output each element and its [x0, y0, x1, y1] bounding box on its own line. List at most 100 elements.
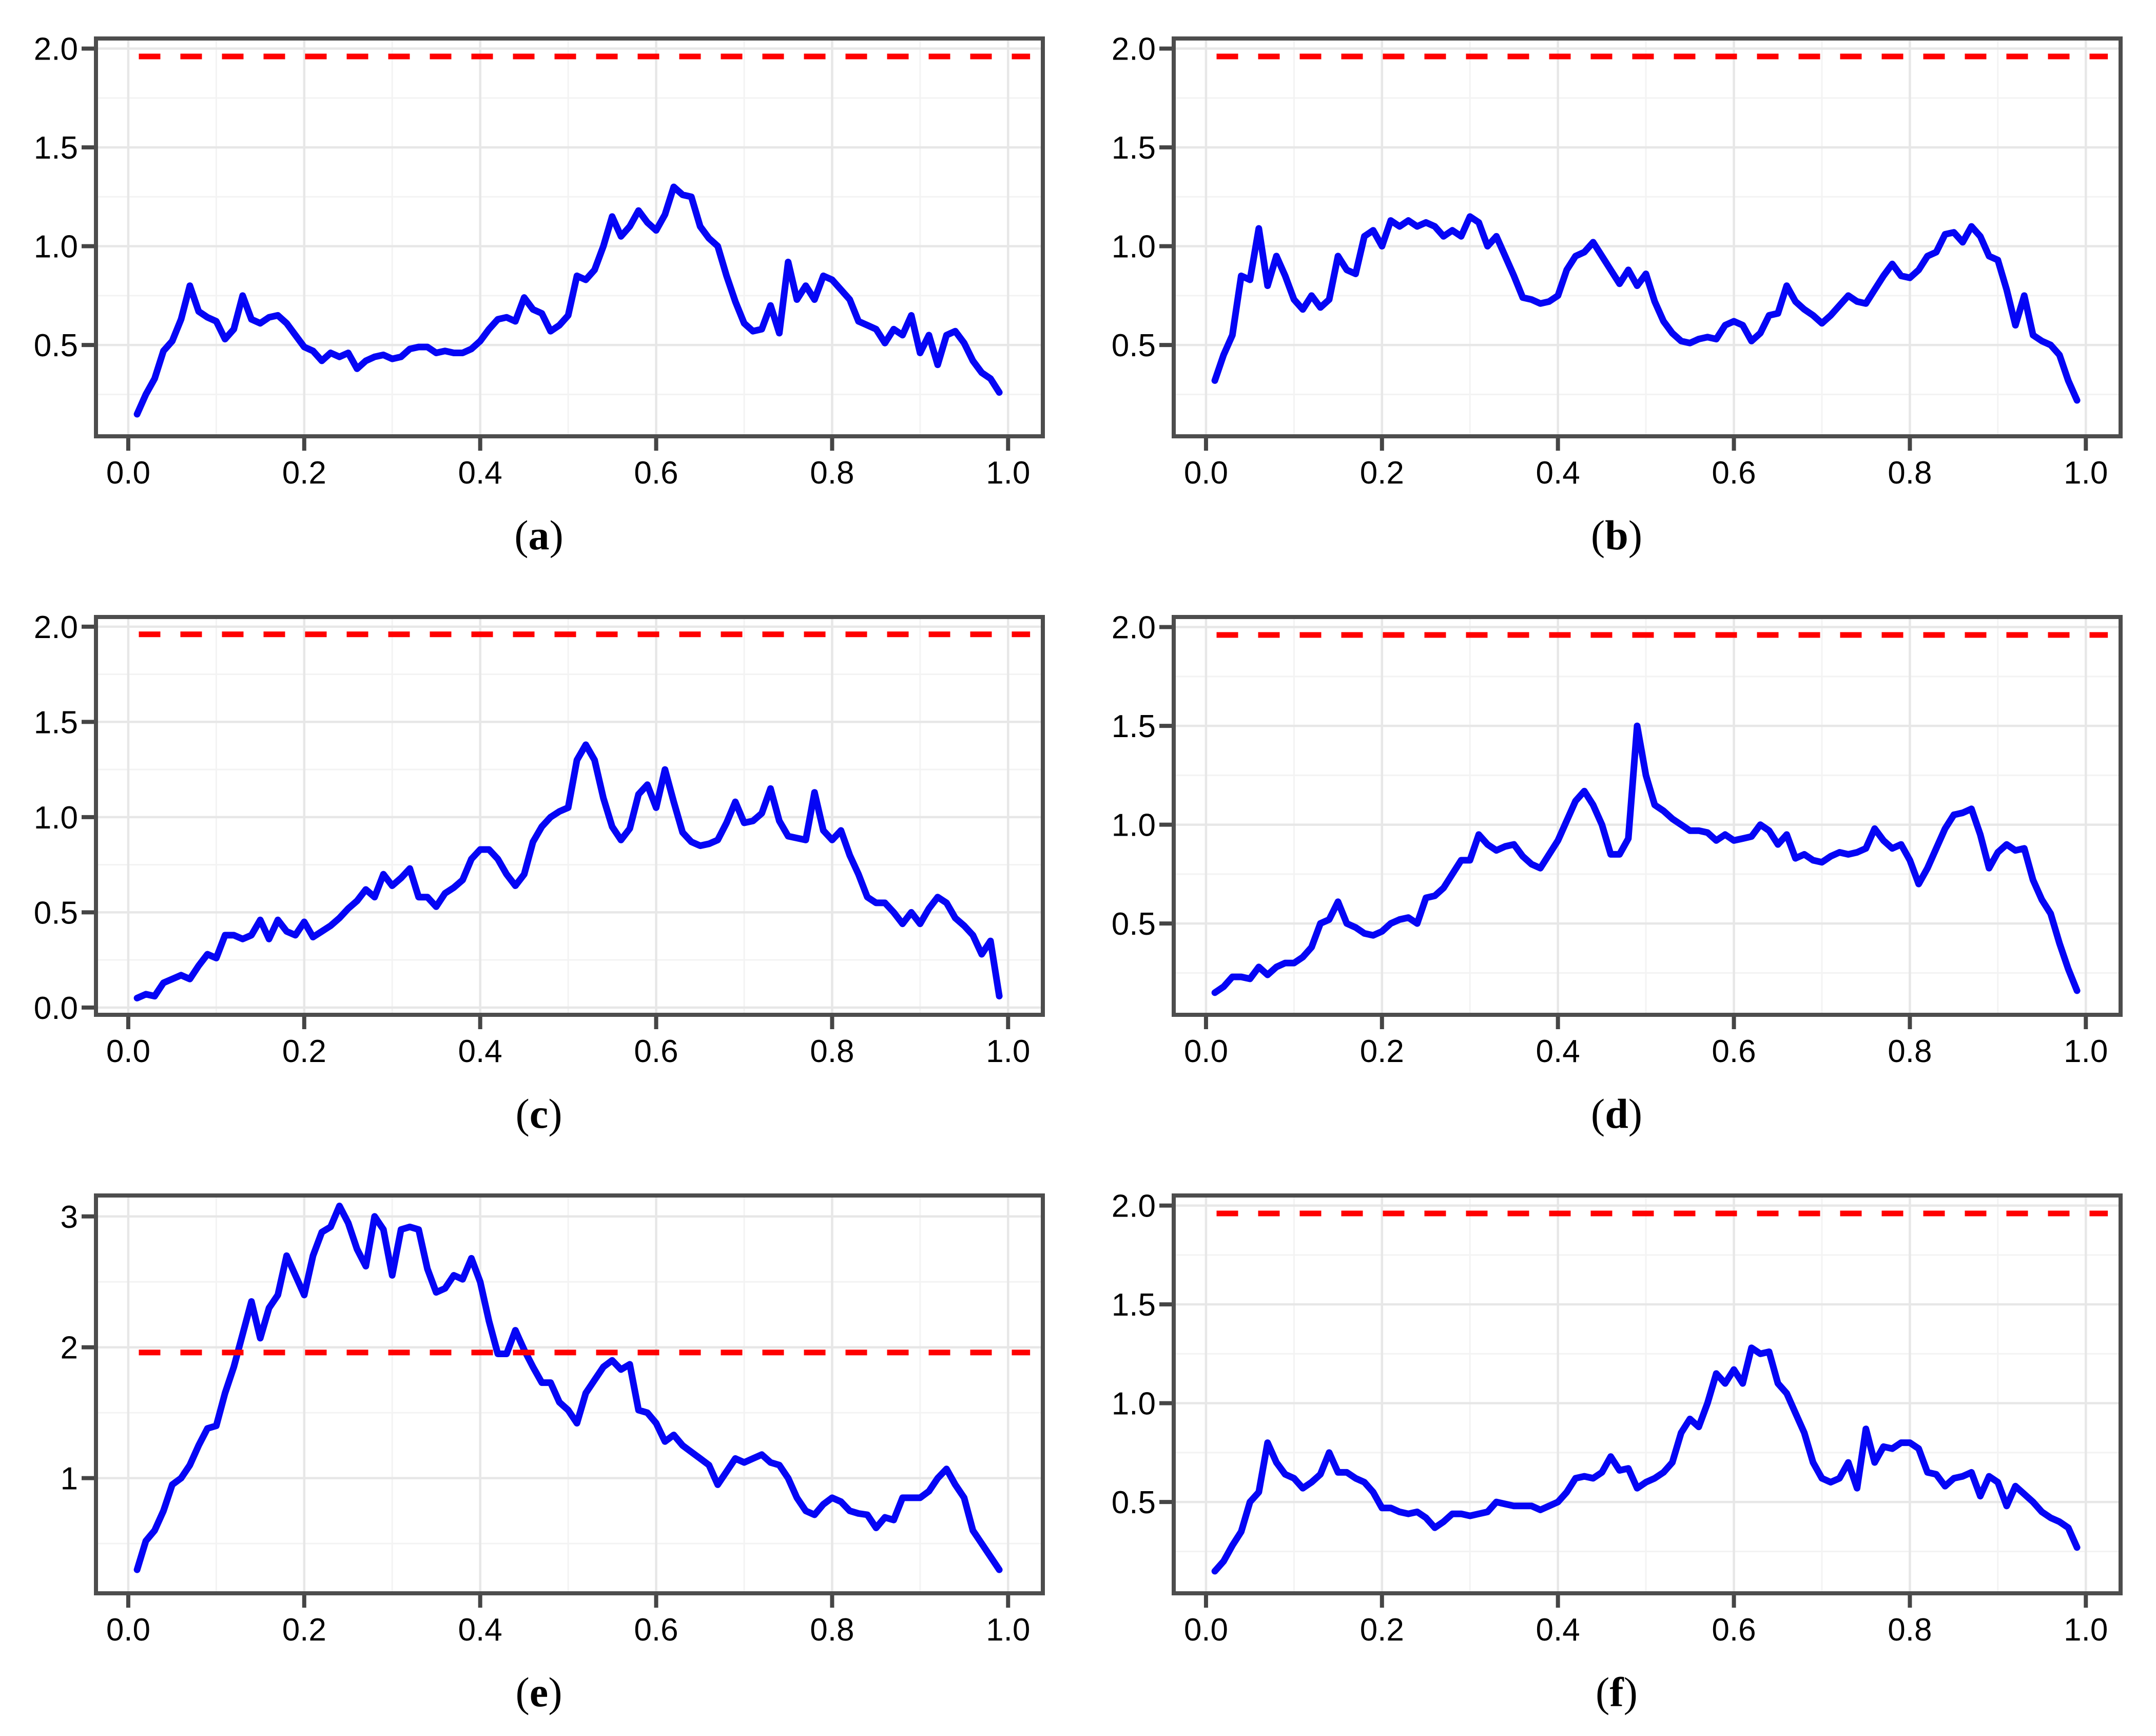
axis-ticks: [1159, 46, 2088, 451]
x-tick-label: 0.8: [810, 455, 854, 491]
x-axis-labels: 0.0 0.2 0.4 0.6 0.8 1.0: [106, 455, 1031, 491]
gridlines-minor: [96, 617, 1043, 1015]
axis-ticks: [1159, 1203, 2088, 1608]
y-axis-labels: 0.5 1.0 1.5 2.0: [1112, 32, 1156, 363]
axis-ticks: [82, 624, 1011, 1029]
plot-border: [94, 36, 1045, 438]
x-tick-label: 0.4: [1536, 1034, 1580, 1069]
x-tick-label: 0.2: [282, 1034, 326, 1069]
caption-paren: ): [548, 1669, 562, 1715]
y-tick-label: 1.0: [1112, 808, 1156, 843]
gridlines-major: [1174, 38, 2121, 436]
x-tick-label: 0.0: [1184, 1034, 1228, 1069]
panel-d: 0.0 0.2 0.4 0.6 0.8 1.0 0.5 1.0 1.5 2.0 (d): [1078, 578, 2155, 1157]
x-tick-label: 0.4: [458, 1612, 502, 1648]
axis-ticks: [82, 1214, 1011, 1608]
caption-letter: e: [529, 1669, 549, 1715]
y-axis-labels: 0.0 0.5 1.0 1.5 2.0: [34, 610, 78, 1026]
plot-border: [1172, 1193, 2123, 1595]
panel-f: 0.0 0.2 0.4 0.6 0.8 1.0 0.5 1.0 1.5 2.0 (f): [1078, 1157, 2155, 1735]
x-tick-label: 0.4: [458, 1034, 502, 1069]
caption-paren: (: [514, 512, 529, 558]
y-tick-label: 0.5: [1112, 1485, 1156, 1520]
x-tick-label: 0.6: [1712, 1612, 1756, 1648]
panel-d-plot: 0.0 0.2 0.4 0.6 0.8 1.0 0.5 1.0 1.5 2.0: [1112, 610, 2123, 1069]
axis-ticks: [82, 46, 1011, 451]
panel-c-caption: (c): [0, 1093, 1078, 1135]
caption-letter: a: [528, 512, 550, 558]
axis-ticks: [1159, 625, 2088, 1029]
series-line: [1211, 213, 2081, 404]
x-tick-label: 1.0: [986, 1034, 1030, 1069]
panel-c: 0.0 0.2 0.4 0.6 0.8 1.0 0.0 0.5 1.0 1.5 2.0 (c): [0, 578, 1078, 1157]
caption-paren: (: [515, 1090, 530, 1137]
x-tick-label: 0.8: [1888, 455, 1932, 491]
caption-paren: (: [515, 1669, 530, 1715]
y-tick-label: 1: [61, 1461, 78, 1497]
caption-letter: b: [1605, 512, 1628, 558]
y-tick-label: 2.0: [34, 610, 78, 645]
y-axis-labels: 0.5 1.0 1.5 2.0: [1112, 610, 1156, 942]
y-tick-label: 1.5: [1112, 130, 1156, 166]
series-line: [133, 1202, 1003, 1573]
y-tick-label: 1.0: [34, 229, 78, 265]
caption-paren: ): [548, 1090, 562, 1137]
series-line: [1211, 722, 2081, 996]
x-tick-label: 0.8: [1888, 1034, 1932, 1069]
panel-f-plot: 0.0 0.2 0.4 0.6 0.8 1.0 0.5 1.0 1.5 2.0: [1112, 1189, 2123, 1648]
y-tick-label: 2.0: [1112, 610, 1156, 646]
y-tick-label: 1.0: [34, 800, 78, 836]
caption-letter: f: [1609, 1669, 1624, 1715]
gridlines-major: [96, 617, 1043, 1015]
series-line: [1211, 1344, 2081, 1575]
series-line: [133, 741, 1003, 1001]
y-tick-label: 0.5: [34, 895, 78, 931]
y-tick-label: 0.0: [34, 991, 78, 1026]
panel-a: 0.0 0.2 0.4 0.6 0.8 1.0 0.5 1.0 1.5 2.0 (a): [0, 0, 1078, 578]
gridlines-major: [1174, 617, 2121, 1015]
x-tick-label: 1.0: [986, 455, 1030, 491]
x-axis-labels: 0.0 0.2 0.4 0.6 0.8 1.0: [1184, 1034, 2108, 1069]
x-tick-label: 0.8: [810, 1612, 854, 1648]
caption-letter: d: [1605, 1090, 1628, 1137]
gridlines-minor: [1174, 617, 2121, 1015]
x-tick-label: 0.2: [1360, 1612, 1404, 1648]
caption-paren: (: [1590, 512, 1605, 558]
y-tick-label: 0.5: [34, 328, 78, 363]
plot-border: [94, 1193, 1045, 1595]
panel-b-caption: (b): [1078, 514, 2155, 556]
y-tick-label: 0.5: [1112, 328, 1156, 363]
x-tick-label: 0.0: [1184, 1612, 1228, 1648]
y-tick-label: 3: [61, 1200, 78, 1235]
caption-paren: ): [549, 512, 564, 558]
panel-a-caption: (a): [0, 514, 1078, 556]
caption-paren: (: [1590, 1090, 1605, 1137]
y-tick-label: 1.5: [34, 705, 78, 740]
panel-d-caption: (d): [1078, 1093, 2155, 1135]
x-tick-label: 0.6: [634, 1034, 678, 1069]
x-tick-label: 0.8: [1888, 1612, 1932, 1648]
panel-e-caption: (e): [0, 1671, 1078, 1713]
x-tick-label: 0.4: [1536, 455, 1580, 491]
y-tick-label: 1.0: [1112, 1386, 1156, 1422]
panel-b: 0.0 0.2 0.4 0.6 0.8 1.0 0.5 1.0 1.5 2.0 (b): [1078, 0, 2155, 578]
y-axis-labels: 0.5 1.0 1.5 2.0: [1112, 1189, 1156, 1520]
x-tick-label: 0.6: [634, 455, 678, 491]
panel-c-plot: 0.0 0.2 0.4 0.6 0.8 1.0 0.0 0.5 1.0 1.5 2.0: [34, 610, 1045, 1069]
panel-e-plot: 0.0 0.2 0.4 0.6 0.8 1.0 1 2 3: [61, 1193, 1045, 1648]
x-tick-label: 0.0: [106, 1612, 150, 1648]
x-tick-label: 0.0: [106, 455, 150, 491]
caption-paren: ): [1628, 512, 1643, 558]
x-tick-label: 0.0: [1184, 455, 1228, 491]
x-tick-label: 0.2: [282, 455, 326, 491]
y-tick-label: 2.0: [1112, 1189, 1156, 1224]
gridlines-major: [96, 38, 1043, 436]
panel-e: 0.0 0.2 0.4 0.6 0.8 1.0 1 2 3 (e): [0, 1157, 1078, 1735]
x-tick-label: 0.0: [106, 1034, 150, 1069]
y-tick-label: 1.5: [1112, 1287, 1156, 1323]
caption-paren: ): [1623, 1669, 1638, 1715]
panel-a-plot: 0.0 0.2 0.4 0.6 0.8 1.0 0.5 1.0 1.5 2.0: [34, 32, 1045, 491]
y-tick-label: 2.0: [1112, 32, 1156, 67]
gridlines-minor: [1174, 1195, 2121, 1593]
gridlines-minor: [96, 1195, 1043, 1593]
